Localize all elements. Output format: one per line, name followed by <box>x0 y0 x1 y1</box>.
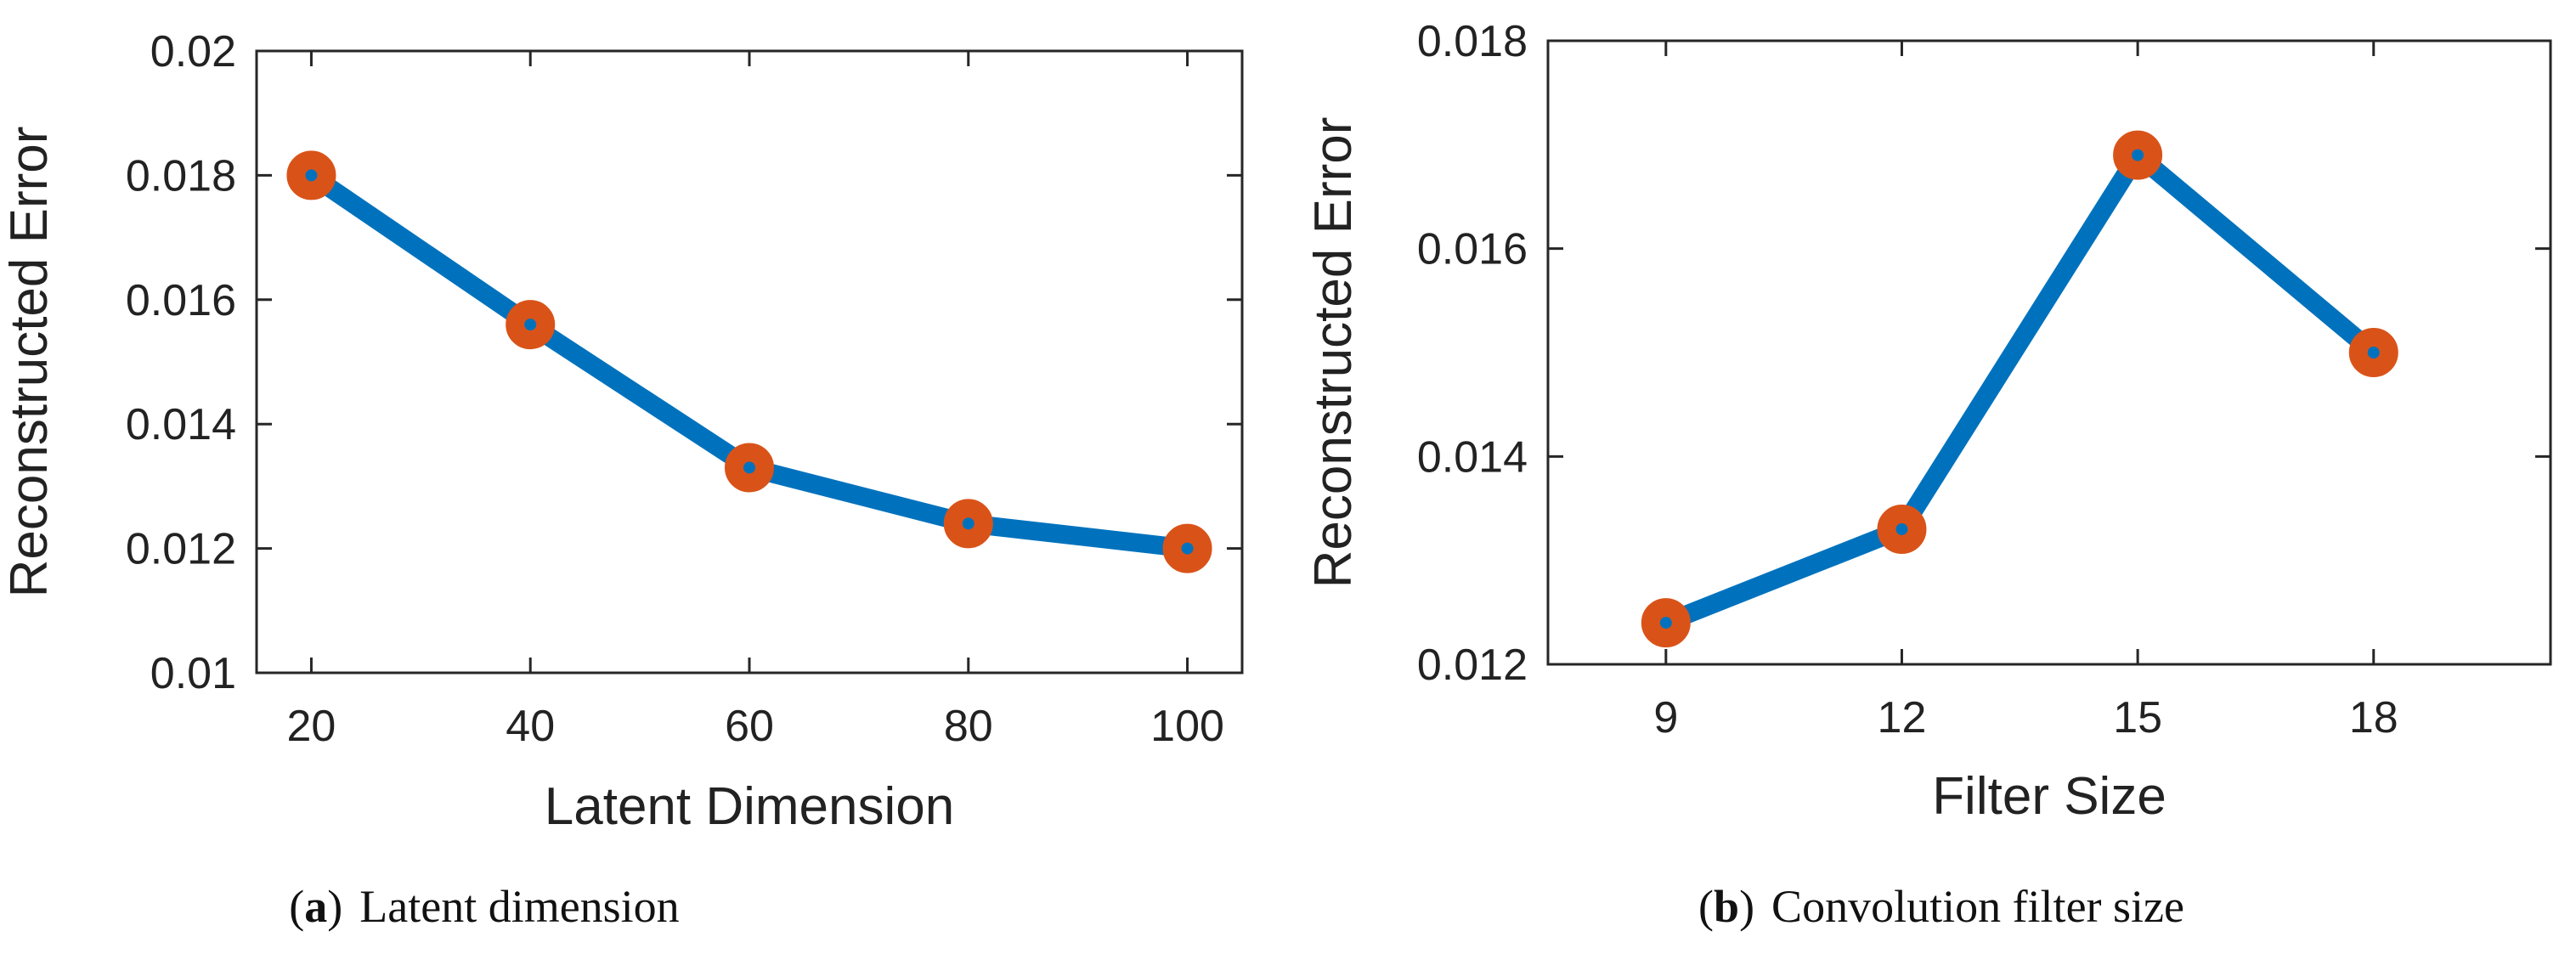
data-point-center <box>1181 542 1194 555</box>
caption-b: (b) Convolution filter size <box>1698 881 2184 932</box>
y-tick-label: 0.014 <box>1417 432 1528 482</box>
y-axis-label: Reconstructed Error <box>1304 117 1363 589</box>
y-tick-label: 0.016 <box>1417 225 1528 274</box>
y-tick-label: 0.02 <box>150 27 236 76</box>
x-tick-label: 20 <box>287 702 336 751</box>
chart-panel-a: 0.01 0.012 0.014 0.016 0.018 0.02 20 40 60 80 100 L… <box>0 27 1244 836</box>
y-tick-label: 0.012 <box>126 525 236 574</box>
data-point-center <box>524 319 537 331</box>
data-point-center <box>1895 522 1908 535</box>
y-tick-label: 0.014 <box>126 400 236 449</box>
caption-a: (a) Latent dimension <box>289 881 679 932</box>
y-tick-label: 0.01 <box>150 649 236 698</box>
caption-b-text: Convolution filter size <box>1771 881 2184 932</box>
y-tick-label: 0.018 <box>126 151 236 200</box>
data-point-center <box>962 517 974 530</box>
y-tick-label: 0.016 <box>126 276 236 325</box>
x-tick-label: 40 <box>506 702 555 751</box>
plot-frame <box>255 49 1244 675</box>
y-tick-label: 0.018 <box>1417 17 1528 66</box>
data-point-center <box>1659 617 1672 629</box>
x-tick-label: 15 <box>2113 693 2162 742</box>
y-tick-label: 0.012 <box>1417 641 1528 690</box>
x-tick-label: 18 <box>2349 693 2398 742</box>
data-point-center <box>305 169 318 182</box>
x-tick-label: 60 <box>725 702 774 751</box>
data-point-center <box>743 461 755 474</box>
chart-panel-b: 0.012 0.014 0.016 0.018 9 12 15 18 Filter Size Re… <box>1304 17 2552 826</box>
data-point-center <box>2132 149 2144 161</box>
series-line <box>302 166 1197 558</box>
caption-b-label: b <box>1714 881 1739 932</box>
caption-a-text: Latent dimension <box>359 881 679 932</box>
plot-frame <box>1546 39 2552 666</box>
x-tick-label: 9 <box>1653 693 1678 742</box>
y-axis-label: Reconstructed Error <box>0 127 59 598</box>
x-axis-label: Filter Size <box>1932 767 2166 826</box>
x-tick-label: 80 <box>944 702 993 751</box>
caption-a-label: a <box>304 881 327 932</box>
data-point-center <box>2367 347 2380 358</box>
x-tick-label: 100 <box>1150 702 1224 751</box>
x-tick-label: 12 <box>1878 693 1927 742</box>
series-line <box>1656 145 2383 633</box>
x-axis-label: Latent Dimension <box>545 777 955 836</box>
